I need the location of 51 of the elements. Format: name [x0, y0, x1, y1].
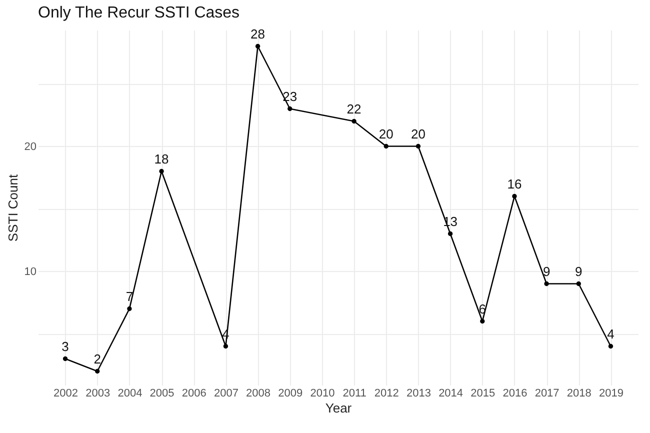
- data-label: 22: [346, 101, 362, 116]
- point: [127, 306, 132, 312]
- data-label: 20: [378, 126, 394, 142]
- point: [352, 118, 356, 124]
- x-tick-label: 2012: [374, 388, 399, 400]
- data-label: 16: [507, 176, 522, 192]
- x-tick-label: 2005: [150, 388, 174, 400]
- point: [448, 231, 453, 236]
- data-label: 6: [478, 301, 486, 316]
- data-label: 2: [94, 351, 101, 366]
- point: [416, 144, 421, 149]
- x-tick-label: 2009: [278, 388, 303, 400]
- data-label: 9: [542, 264, 550, 279]
- x-tick-label: 2003: [86, 388, 110, 400]
- data-label: 20: [410, 126, 426, 142]
- point: [95, 368, 100, 374]
- point: [608, 344, 614, 349]
- point: [480, 318, 485, 324]
- data-label: 4: [607, 326, 614, 342]
- x-tick-label: 2010: [310, 388, 335, 400]
- point: [62, 356, 68, 362]
- point: [544, 281, 549, 286]
- x-tick-label: 2014: [438, 388, 464, 400]
- y-axis-title: SSTI Count: [5, 174, 20, 242]
- point: [512, 194, 517, 199]
- x-tick-label: 2015: [470, 388, 496, 400]
- point: [223, 344, 228, 349]
- x-tick-label: 2013: [406, 388, 431, 400]
- x-tick-label: 2002: [54, 388, 78, 400]
- x-tick-label: 2007: [214, 388, 238, 400]
- data-label: 3: [62, 338, 69, 354]
- point: [255, 44, 260, 49]
- point: [288, 106, 292, 112]
- x-tick-label: 2018: [566, 388, 592, 400]
- x-tick-label: 2019: [598, 388, 624, 400]
- data-label: 28: [250, 26, 266, 42]
- data-label: 18: [154, 151, 169, 166]
- data-label: 9: [575, 264, 582, 279]
- x-tick-label: 2017: [534, 388, 560, 400]
- x-tick-label: 2008: [246, 388, 271, 400]
- point: [576, 281, 581, 286]
- x-tick-label: 2016: [502, 388, 528, 400]
- point: [159, 168, 164, 174]
- chart-title: Only The Recur SSTI Cases: [38, 4, 240, 22]
- x-axis-title: Year: [325, 400, 352, 416]
- x-tick-label: 2004: [118, 388, 142, 400]
- point: [384, 144, 388, 149]
- x-tick-label: 2011: [342, 388, 366, 400]
- y-tick-label: 10: [24, 266, 36, 278]
- data-label: 23: [282, 88, 298, 104]
- x-tick-label: 2006: [182, 388, 206, 400]
